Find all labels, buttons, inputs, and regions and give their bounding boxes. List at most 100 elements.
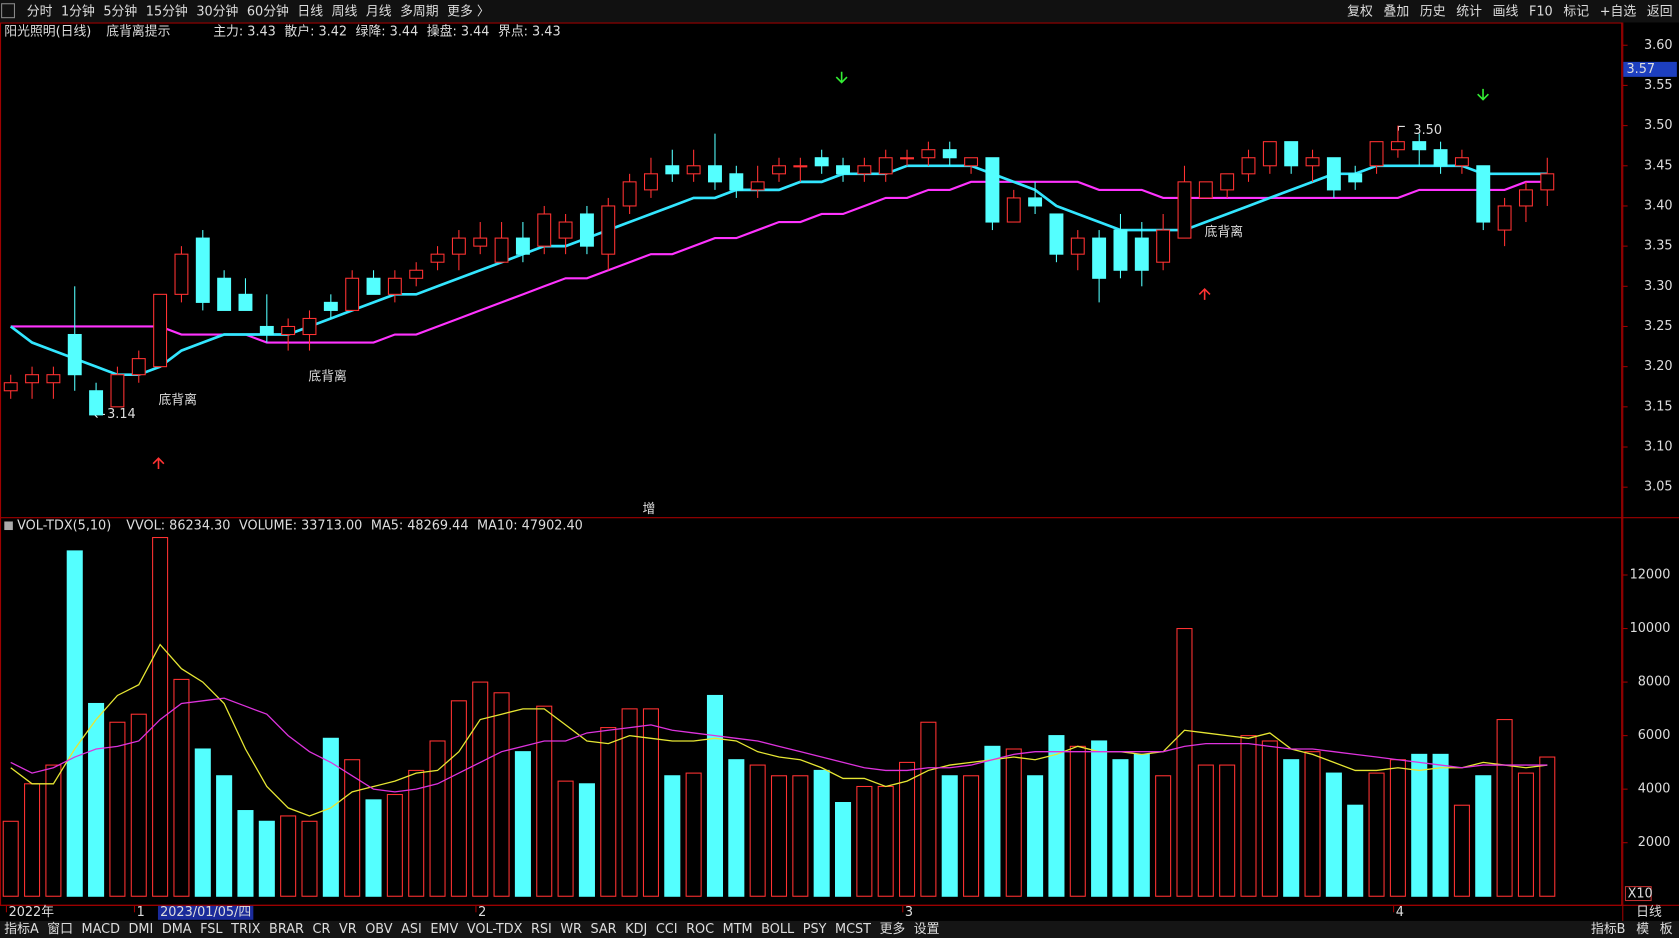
toolbar-item[interactable]: MTM [723,922,753,937]
toolbar-item[interactable]: DMA [162,922,192,937]
unit-label: X10 [1628,887,1653,902]
toolbar-item[interactable]: 指标B [1591,922,1625,937]
indicator: MA5: 48269.44 [371,518,469,533]
toolbar-item[interactable]: BRAR [269,922,304,937]
y-tick-label: 3.05 [1644,480,1673,495]
candle-body [558,221,573,239]
toolbar-item[interactable]: TRIX [230,922,261,937]
volume-bar [472,681,489,897]
toolbar-item[interactable]: EMV [430,922,458,937]
volume-bar [1112,759,1129,897]
ma-line [10,697,1548,793]
y-tick-label: 3.25 [1644,319,1673,334]
toolbar-item[interactable]: 月线 [366,4,392,19]
toolbar-item[interactable]: BOLL [761,922,795,937]
toolbar-item[interactable]: 30分钟 [196,3,238,19]
candle-body [217,277,232,311]
toolbar-item[interactable]: 板 [1660,922,1673,937]
toolbar-item[interactable]: 更多 〉 [447,4,490,19]
volume-bar [578,783,595,897]
indicator: 界点: 3.43 [498,25,561,40]
toolbar-item[interactable]: 复权 [1347,3,1373,19]
toolbar-item[interactable]: MCST [835,922,871,937]
candle-body [1305,157,1320,167]
toolbar-item[interactable]: FSL [200,922,223,937]
toolbar-item[interactable]: ASI [401,922,422,937]
toolbar-item[interactable]: CR [313,922,331,937]
indicator: 主力: 3.43 [213,25,276,40]
toolbar-item[interactable]: 5分钟 [103,3,137,19]
candle-body [964,157,979,167]
header-icon [4,521,13,531]
indicator: 绿降: 3.44 [356,25,419,40]
toolbar-item[interactable]: 多周期 [400,4,438,19]
volume-bar [621,708,638,897]
toolbar-item[interactable]: 返回 [1647,4,1673,19]
candle-body [302,317,317,336]
toolbar-item[interactable]: WR [560,922,582,937]
candle-body [67,333,82,376]
toolbar-item[interactable]: 历史 [1420,4,1446,19]
candle-body [366,277,381,295]
annotation: 增 [642,502,655,517]
toolbar-item[interactable]: +自选 [1600,4,1637,19]
toolbar-item[interactable]: 日线 [297,4,323,19]
toolbar-item[interactable]: 周线 [332,4,358,19]
volume-bar [408,769,425,897]
menu-icon[interactable] [1,3,16,19]
toolbar-item[interactable]: 更多 [880,922,906,937]
candle-body [1454,157,1469,167]
volume-bar [728,759,745,897]
candle-body [921,149,936,159]
cursor-price-box [1623,61,1677,77]
candle-body [1326,157,1341,191]
toolbar-item[interactable]: OBV [365,922,393,937]
toolbar-item[interactable]: VR [339,922,357,937]
toolbar-item[interactable]: 窗口 [47,922,73,937]
toolbar-item[interactable]: SAR [591,922,617,937]
toolbar-item[interactable]: 1分钟 [61,3,95,19]
toolbar-item[interactable]: 指标A [4,922,39,937]
y-tick-label: 12000 [1630,568,1671,583]
toolbar-item[interactable]: 15分钟 [146,3,188,19]
candle-body [25,374,40,384]
toolbar-item[interactable]: F10 [1529,4,1553,19]
candle-body [750,181,765,191]
candle-body [1220,173,1235,191]
volume-bar [109,721,126,897]
volume-bar [642,708,659,897]
toolbar-item[interactable]: DMI [129,922,154,937]
candle-body [1540,173,1555,191]
toolbar-item[interactable]: 叠加 [1384,4,1410,19]
toolbar-item[interactable]: 分时 [27,4,53,19]
toolbar-item[interactable]: 统计 [1456,4,1482,19]
toolbar-item[interactable]: PSY [803,922,827,937]
volume-bar [152,536,169,897]
candle-body [900,157,915,160]
candle-body [942,149,957,159]
chart-title: VOL-TDX(5,10) [17,518,111,533]
toolbar-item[interactable]: 设置 [914,922,940,937]
toolbar-item[interactable]: VOL-TDX [467,922,523,937]
toolbar-item[interactable]: 模 [1636,922,1649,937]
y-tick-label: 3.45 [1644,158,1673,173]
y-tick-label: 3.30 [1644,279,1673,294]
toolbar-item[interactable]: CCI [656,922,678,937]
toolbar-item[interactable]: MACD [82,922,121,937]
volume-bar [920,721,937,897]
toolbar-item[interactable]: ROC [686,922,714,937]
annotation: 底背离 [158,392,197,408]
toolbar-item[interactable]: 画线 [1493,4,1519,19]
y-tick-label: 3.40 [1644,198,1673,213]
volume-bar [1283,759,1300,897]
toolbar-item[interactable]: RSI [531,922,552,937]
y-tick-label: 10000 [1630,621,1671,636]
toolbar-item[interactable]: 标记 [1563,4,1589,19]
volume-bar [856,785,873,897]
toolbar-item[interactable]: 60分钟 [247,3,289,19]
y-tick-label: 3.15 [1644,399,1673,414]
candle-body [665,165,680,175]
candle-body [259,325,274,336]
candle-body [46,374,61,384]
toolbar-item[interactable]: KDJ [625,922,647,937]
